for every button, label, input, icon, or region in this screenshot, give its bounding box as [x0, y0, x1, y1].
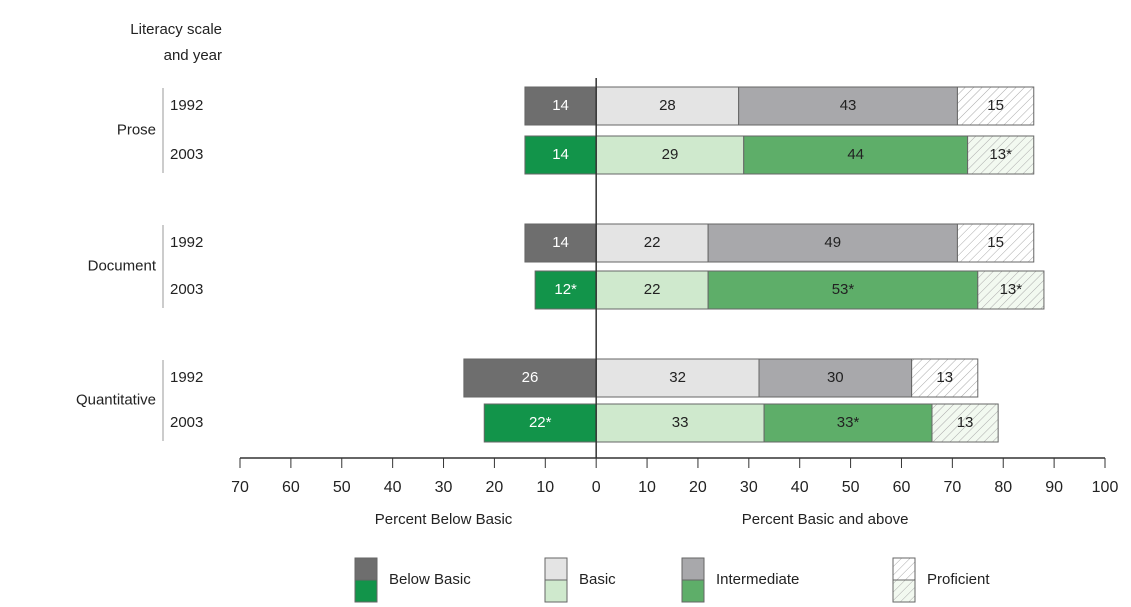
bar-segment [534, 270, 597, 310]
value-label: 53* [832, 281, 855, 298]
bar-segment [707, 223, 958, 263]
year-label: 2003 [170, 281, 203, 298]
bar-segment [595, 86, 740, 126]
value-label: 43 [840, 97, 857, 114]
header: Literacy scale [130, 21, 222, 38]
x-tick-label: 30 [435, 479, 453, 496]
bar-segment [463, 358, 597, 398]
x-tick-label: 20 [486, 479, 504, 496]
x-tick-label: 50 [842, 479, 860, 496]
x-axis-title: Percent Basic and above [742, 511, 909, 528]
value-label: 26 [522, 369, 539, 386]
value-label: 14 [552, 234, 569, 251]
x-tick-label: 70 [231, 479, 249, 496]
legend-swatch [892, 557, 916, 581]
year-label: 1992 [170, 369, 203, 386]
bar-segment [595, 403, 765, 443]
x-tick-label: 60 [893, 479, 911, 496]
legend-swatch [544, 557, 568, 581]
x-tick-label: 50 [333, 479, 351, 496]
bar-segment [763, 403, 933, 443]
x-tick-label: 40 [791, 479, 809, 496]
x-tick-label: 10 [638, 479, 656, 496]
year-label: 1992 [170, 97, 203, 114]
value-label: 14 [552, 97, 569, 114]
x-tick-label: 100 [1092, 479, 1119, 496]
value-label: 22 [644, 234, 661, 251]
year-label: 1992 [170, 234, 203, 251]
year-label: 2003 [170, 414, 203, 431]
bar-segment [524, 135, 597, 175]
bar-segment [595, 270, 709, 310]
value-label: 44 [847, 146, 864, 163]
bar-segment [483, 403, 597, 443]
value-label: 33* [837, 414, 860, 431]
legend-label: Basic [579, 571, 616, 588]
legend-swatch [544, 579, 568, 603]
value-label: 13* [1000, 281, 1023, 298]
value-label: 29 [662, 146, 679, 163]
bar-segment [707, 270, 979, 310]
x-tick-label: 10 [536, 479, 554, 496]
x-tick-label: 60 [282, 479, 300, 496]
value-label: 22* [529, 414, 552, 431]
value-label: 15 [987, 234, 1004, 251]
value-label: 49 [824, 234, 841, 251]
x-tick-label: 20 [689, 479, 707, 496]
value-label: 13 [957, 414, 974, 431]
bar-segment [956, 86, 1035, 126]
value-label: 22 [644, 281, 661, 298]
legend-label: Intermediate [716, 571, 799, 588]
bar-segment [524, 223, 597, 263]
bar-segment [595, 135, 745, 175]
value-label: 32 [669, 369, 686, 386]
value-label: 30 [827, 369, 844, 386]
bar-segment [956, 223, 1035, 263]
bar-segment [595, 358, 760, 398]
x-tick-label: 30 [740, 479, 758, 496]
bar-segment [743, 135, 969, 175]
value-label: 33 [672, 414, 689, 431]
legend-swatch [354, 557, 378, 581]
legend-swatch [681, 557, 705, 581]
value-label: 14 [552, 146, 569, 163]
x-axis-title: Percent Below Basic [375, 511, 513, 528]
x-tick-label: 80 [994, 479, 1012, 496]
bar-segment [931, 403, 999, 443]
group-label: Prose [117, 121, 156, 138]
value-label: 13* [989, 146, 1012, 163]
value-label: 12* [554, 281, 577, 298]
bar-segment [758, 358, 913, 398]
legend-swatch [354, 579, 378, 603]
bar-segment [977, 270, 1045, 310]
x-tick-label: 70 [943, 479, 961, 496]
legend-label: Below Basic [389, 571, 471, 588]
x-tick-label: 40 [384, 479, 402, 496]
bar-segment [911, 358, 979, 398]
value-label: 15 [987, 97, 1004, 114]
year-label: 2003 [170, 146, 203, 163]
value-label: 28 [659, 97, 676, 114]
bar-segment [967, 135, 1035, 175]
legend-swatch [681, 579, 705, 603]
legend-swatch [892, 579, 916, 603]
value-label: 13 [936, 369, 953, 386]
legend-label: Proficient [927, 571, 990, 588]
group-label: Quantitative [76, 391, 156, 408]
header: and year [164, 47, 222, 64]
x-tick-label: 0 [592, 479, 601, 496]
x-tick-label: 90 [1045, 479, 1063, 496]
bar-segment [524, 86, 597, 126]
group-label: Document [88, 257, 157, 274]
bar-segment [738, 86, 958, 126]
